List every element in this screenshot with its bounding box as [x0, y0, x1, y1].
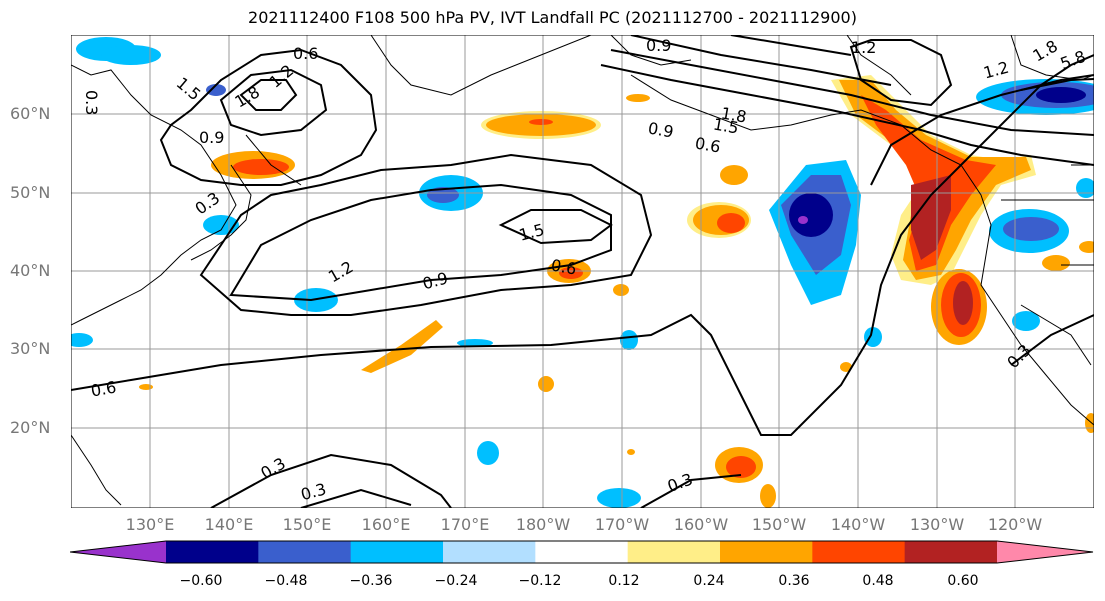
- lat-label-60n: 60°N: [10, 104, 51, 123]
- anomaly-shading: [71, 37, 1094, 508]
- contour-label: 1.2: [851, 38, 876, 57]
- colorbar-cell: [535, 541, 629, 563]
- contour-label: 1.8: [720, 103, 748, 126]
- lat-label-20n: 20°N: [10, 418, 51, 437]
- map-panel: 0.6 1.2 1.5 1.8 0.9 0.3 0.9 1.8 1.5 0.9 …: [71, 35, 1094, 508]
- lon-label: 150°W: [751, 515, 807, 534]
- contour-label: 0.9: [647, 118, 675, 141]
- colorbar-tick-label: 0.48: [862, 573, 894, 589]
- colorbar-tick-label: −0.60: [179, 573, 223, 589]
- contour-label: 0.9: [646, 36, 671, 55]
- colorbar-cell: [166, 541, 259, 563]
- lon-label: 160°W: [673, 515, 729, 534]
- lon-label: 170°E: [440, 515, 490, 534]
- lon-label: 130°W: [909, 515, 965, 534]
- colorbar-tick-label: 0.24: [693, 573, 725, 589]
- colorbar-cell: [627, 541, 721, 563]
- lat-label-30n: 30°N: [10, 339, 51, 358]
- contour-label: 1.5: [712, 114, 740, 137]
- colorbar-tick-label: −0.12: [518, 573, 562, 589]
- contour-label: 0.6: [89, 377, 117, 400]
- colorbar-tick-label: 0.12: [608, 573, 640, 589]
- colorbar-cell: [904, 541, 998, 563]
- map-title: 2021112400 F108 500 hPa PV, IVT Landfall…: [248, 8, 857, 27]
- colorbar-cell: [70, 541, 166, 563]
- colorbar-cell: [350, 541, 444, 563]
- colorbar: [70, 540, 1094, 564]
- lon-label: 120°W: [987, 515, 1043, 534]
- colorbar-tick-label: 0.36: [778, 573, 810, 589]
- contour-label: 0.9: [199, 128, 224, 147]
- colorbar-cell: [443, 541, 536, 563]
- lon-label: 180°W: [515, 515, 571, 534]
- lon-label: 160°E: [361, 515, 411, 534]
- colorbar-cell: [812, 541, 906, 563]
- colorbar-cell: [720, 541, 813, 563]
- lon-label: 130°E: [125, 515, 175, 534]
- colorbar-cell: [258, 541, 352, 563]
- colorbar-tick-label: −0.48: [264, 573, 308, 589]
- lon-label: 150°E: [282, 515, 332, 534]
- lon-label: 170°W: [594, 515, 650, 534]
- colorbar-cell: [997, 541, 1093, 563]
- lat-label-40n: 40°N: [10, 261, 51, 280]
- colorbar-outline: [70, 540, 1094, 564]
- lat-label-50n: 50°N: [10, 183, 51, 202]
- contour-label: 0.3: [82, 90, 101, 115]
- lon-label: 140°W: [830, 515, 886, 534]
- contour-label: 0.6: [293, 44, 318, 63]
- colorbar-tick-label: 0.60: [947, 573, 979, 589]
- pv-contours: [71, 35, 1094, 508]
- contour-label: 0.6: [694, 133, 722, 156]
- graticule: [71, 35, 1094, 508]
- colorbar-tick-label: −0.36: [349, 573, 393, 589]
- lon-label: 140°E: [204, 515, 254, 534]
- colorbar-tick-label: −0.24: [434, 573, 478, 589]
- contour-label: 0.6: [550, 255, 578, 278]
